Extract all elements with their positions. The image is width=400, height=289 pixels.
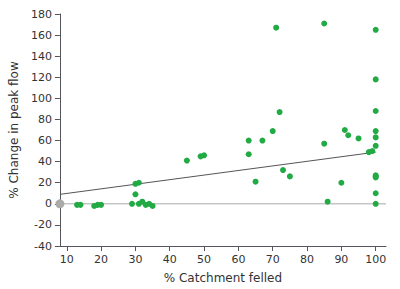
svg-text:-20: -20 bbox=[34, 218, 52, 231]
svg-text:% Change in peak flow: % Change in peak flow bbox=[7, 61, 21, 199]
svg-text:70: 70 bbox=[266, 253, 280, 266]
svg-text:0: 0 bbox=[45, 197, 52, 210]
svg-text:10: 10 bbox=[60, 253, 74, 266]
svg-text:20: 20 bbox=[94, 253, 108, 266]
svg-text:100: 100 bbox=[365, 253, 386, 266]
svg-text:100: 100 bbox=[31, 92, 52, 105]
svg-text:80: 80 bbox=[300, 253, 314, 266]
svg-text:50: 50 bbox=[197, 253, 211, 266]
svg-text:90: 90 bbox=[334, 253, 348, 266]
svg-text:180: 180 bbox=[31, 8, 52, 21]
svg-text:40: 40 bbox=[163, 253, 177, 266]
svg-text:140: 140 bbox=[31, 50, 52, 63]
svg-text:60: 60 bbox=[38, 134, 52, 147]
svg-text:80: 80 bbox=[38, 113, 52, 126]
svg-text:30: 30 bbox=[128, 253, 142, 266]
svg-text:20: 20 bbox=[38, 176, 52, 189]
svg-text:160: 160 bbox=[31, 29, 52, 42]
svg-text:120: 120 bbox=[31, 71, 52, 84]
svg-text:60: 60 bbox=[231, 253, 245, 266]
svg-text:% Catchment felled: % Catchment felled bbox=[164, 271, 282, 285]
svg-text:-40: -40 bbox=[34, 240, 52, 253]
svg-text:40: 40 bbox=[38, 155, 52, 168]
